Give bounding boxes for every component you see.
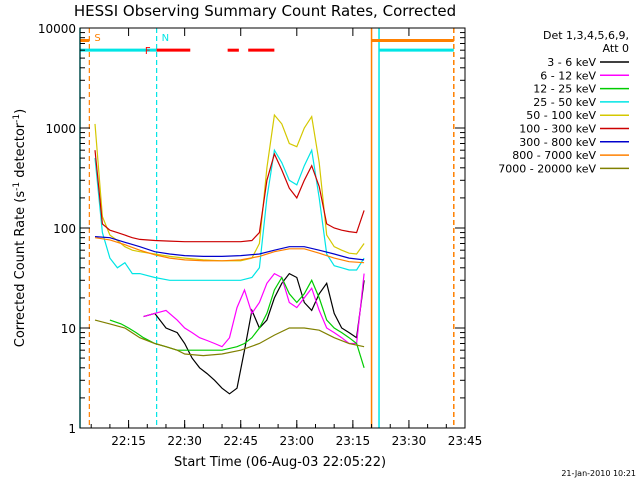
x-axis: 22:15 22:30 22:45 23:00 23:15 23:30 23:45	[90, 28, 483, 448]
y-axis: 1 10 100 1000 10000	[38, 22, 465, 436]
legend-label-8: 7000 - 20000 keV	[498, 162, 596, 175]
legend-label-2: 12 - 25 keV	[533, 83, 596, 96]
y-axis-label-sup1: -1	[12, 182, 22, 191]
series-line-2	[109, 276, 365, 368]
legend-label-5: 100 - 300 keV	[519, 123, 596, 136]
series-line-7	[94, 237, 365, 264]
series-line-1	[143, 272, 365, 348]
y-axis-label: Corrected Count Rate (s-1 detector-1)	[12, 109, 28, 347]
footer-date: 21-Jan-2010 10:21	[561, 469, 636, 478]
y-tick-label-0: 1	[68, 422, 76, 436]
y-axis-label-main: Corrected Count Rate (s	[13, 191, 28, 348]
y-axis-label-mid: detector	[13, 122, 28, 182]
flare-label: F	[145, 46, 151, 57]
legend-label-4: 50 - 100 keV	[526, 109, 596, 122]
legend-header-2: Att 0	[603, 42, 629, 55]
x-tick-label-6: 23:45	[448, 434, 483, 448]
series-line-6	[94, 236, 365, 261]
series-line-4	[94, 113, 365, 262]
x-axis-label: Start Time (06-Aug-03 22:05:22)	[174, 455, 386, 470]
plot-frame	[79, 27, 466, 429]
legend-label-1: 6 - 12 keV	[540, 69, 596, 82]
plot-area: S NF	[79, 28, 455, 428]
y-tick-label-4: 10000	[38, 22, 76, 36]
y-tick-label-3: 1000	[45, 122, 76, 136]
x-tick-label-2: 22:45	[223, 434, 258, 448]
x-tick-label-4: 23:15	[336, 434, 371, 448]
x-tick-label-3: 23:00	[279, 434, 314, 448]
legend-label-7: 800 - 7000 keV	[512, 149, 596, 162]
legend-label-0: 3 - 6 keV	[547, 56, 596, 69]
legend-label-3: 25 - 50 keV	[533, 96, 596, 109]
y-tick-label-2: 100	[53, 222, 76, 236]
series-line-3	[94, 148, 365, 281]
y-axis-label-sup2: -1	[12, 114, 22, 123]
x-tick-label-0: 22:15	[111, 434, 146, 448]
legend-header-1: Det 1,3,4,5,6,9,	[543, 29, 629, 42]
series-line-8	[94, 319, 365, 357]
chart-title: HESSI Observing Summary Count Rates, Cor…	[74, 2, 456, 20]
series-line-5	[94, 150, 365, 243]
y-axis-label-end: )	[13, 109, 28, 114]
legend-label-6: 300 - 800 keV	[519, 136, 596, 149]
marker-label-0: S	[94, 33, 100, 44]
x-tick-label-1: 22:30	[167, 434, 202, 448]
x-tick-label-5: 23:30	[392, 434, 427, 448]
y-tick-label-1: 10	[61, 322, 76, 336]
marker-label-1: N	[162, 33, 169, 44]
series-line-0	[143, 272, 365, 395]
